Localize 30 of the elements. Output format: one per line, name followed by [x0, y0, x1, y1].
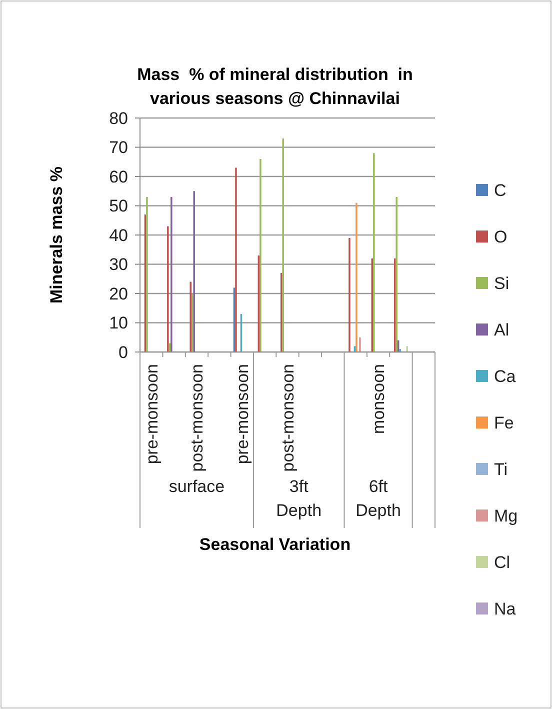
y-tick-label: 0 [118, 342, 128, 362]
y-tick-label: 10 [109, 314, 128, 333]
text: 3ft Depth [276, 477, 322, 520]
legend-label: Fe [494, 413, 514, 432]
x-tick-label: post-monsoon [188, 364, 207, 472]
x-tick-label: post-monsoon [278, 364, 298, 472]
x-tick-label: monsoon [369, 364, 388, 434]
y-tick-label: 50 [109, 196, 128, 216]
y-tick-label: 30 [109, 255, 128, 274]
y-tick-label: 60 [109, 167, 128, 186]
text: surface [168, 477, 225, 496]
y-tick-label: 20 [109, 284, 128, 304]
legend-label: Na [494, 599, 516, 618]
text: 6ft Depth [356, 477, 401, 520]
chart-title: Mass % of mineral distribution in various seasons @ Chinnavilai [137, 65, 413, 108]
y-axis-title: Minerals mass % [47, 166, 66, 304]
x-axis-title: Seasonal Variation [199, 535, 351, 554]
legend-label: Mg [494, 506, 518, 526]
legend-label: Ti [494, 460, 508, 479]
y-tick-label: 80 [109, 108, 128, 128]
legend-label: Cl [494, 552, 510, 572]
y-tick-label: 70 [109, 138, 128, 158]
y-tick-label: 40 [109, 226, 128, 245]
legend-label: C [494, 180, 506, 200]
legend-label: Al [494, 320, 510, 340]
x-tick-label: pre-monsoon [142, 364, 162, 464]
legend-label: O [494, 227, 508, 246]
legend-label: Ca [494, 366, 516, 386]
legend-label: Si [494, 274, 510, 293]
x-tick-label: pre-monsoon [233, 364, 252, 464]
